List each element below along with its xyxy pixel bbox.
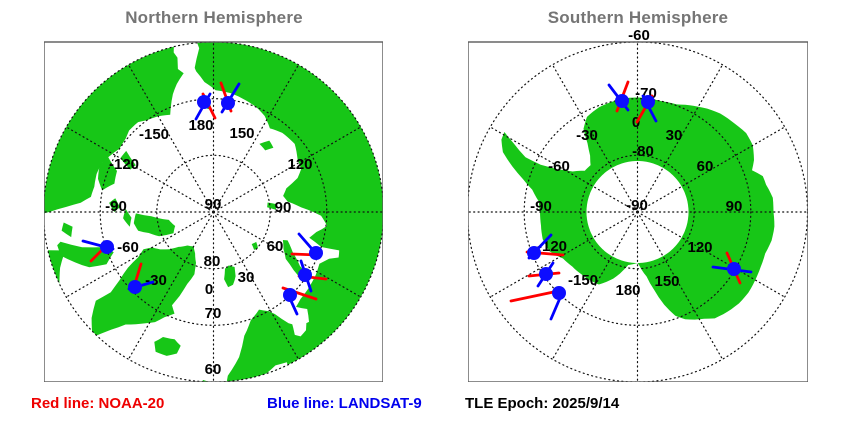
meridian-line — [489, 126, 639, 213]
longitude-label: -120 — [109, 156, 139, 173]
meridian-line — [636, 64, 724, 213]
latitude-label: 60 — [205, 361, 222, 378]
longitude-label: -90 — [105, 198, 127, 215]
landmass-layer — [501, 97, 775, 320]
latitude-label: -90 — [626, 197, 648, 214]
meridian-line — [127, 64, 215, 213]
track-layer — [81, 81, 328, 316]
longitude-label: 90 — [275, 199, 292, 216]
longitude-label: 30 — [238, 269, 255, 286]
meridian-line — [212, 211, 300, 360]
landmass — [251, 241, 258, 250]
longitude-label: 120 — [287, 156, 312, 173]
south-map-canvas: 0306090120150180-150-120-90-60-30-60-70-… — [468, 27, 808, 382]
longitude-label: 60 — [267, 238, 284, 255]
meridian-line — [65, 211, 215, 298]
satellite-position-dot — [197, 95, 211, 109]
landmass — [259, 140, 274, 151]
longitude-label: 180 — [615, 282, 640, 299]
longitude-label: -30 — [576, 127, 598, 144]
satellite-position-dot — [615, 94, 629, 108]
longitude-label: 30 — [666, 127, 683, 144]
landmass — [123, 208, 132, 227]
legend-landsat9: Blue line: LANDSAT-9 — [267, 395, 422, 412]
longitude-label: 120 — [687, 239, 712, 256]
satellite-position-dot — [309, 246, 323, 260]
satellite-position-dot — [221, 96, 235, 110]
latitude-ring — [99, 98, 328, 326]
meridian-line — [127, 211, 215, 360]
meridian-line — [212, 126, 362, 213]
latitude-label: -60 — [628, 27, 650, 44]
longitude-label: 60 — [697, 158, 714, 175]
satellite-position-dot — [727, 262, 741, 276]
longitude-label: -60 — [117, 239, 139, 256]
satellite-position-dot — [128, 280, 142, 294]
landmass — [501, 97, 775, 320]
latitude-label: 80 — [204, 253, 221, 270]
landmass — [282, 240, 307, 280]
longitude-label: -90 — [530, 198, 552, 215]
landmass — [133, 213, 176, 237]
meridian-line — [636, 211, 786, 298]
legend-noaa20: Red line: NOAA-20 — [31, 395, 165, 412]
satellite-position-dot — [527, 246, 541, 260]
latitude-label: 90 — [205, 196, 222, 213]
landmass — [57, 241, 114, 268]
south-hemisphere-title: Southern Hemisphere — [547, 8, 729, 27]
longitude-label: -30 — [145, 272, 167, 289]
tle-epoch-text: TLE Epoch: 2025/9/14 — [465, 395, 620, 412]
meridian-line — [551, 211, 639, 360]
track-layer — [509, 80, 753, 321]
landmass — [120, 150, 136, 170]
longitude-label: 150 — [229, 125, 254, 142]
longitude-label: -150 — [139, 126, 169, 143]
sea-area — [177, 42, 200, 81]
map-frame — [468, 41, 808, 382]
north-hemisphere-title: Northern Hemisphere — [125, 8, 303, 27]
landmass — [61, 222, 73, 238]
sea-area — [291, 314, 307, 337]
longitude-label: -60 — [548, 158, 570, 175]
longitude-label: -150 — [568, 272, 598, 289]
satellite-position-dot — [283, 288, 297, 302]
meridian-line — [212, 64, 300, 213]
meridian-line — [551, 64, 639, 213]
landmass — [44, 42, 186, 333]
meridian-line — [65, 126, 215, 213]
north-map-canvas: 180 150 120 90 60 30 0 -30 -60 -90 -120-150 90 80 70 6… — [44, 41, 383, 382]
satellite-position-dot — [552, 286, 566, 300]
longitude-label: 180 — [188, 117, 213, 134]
meridian-line — [636, 211, 724, 360]
satellite-position-dot — [641, 95, 655, 109]
longitude-label: 90 — [726, 198, 743, 215]
map-frame — [44, 41, 383, 382]
latitude-label: 70 — [205, 305, 222, 322]
meridian-line — [636, 126, 786, 213]
longitude-label: 150 — [654, 273, 679, 290]
latitude-label: -80 — [632, 143, 654, 160]
landmass — [109, 198, 121, 212]
satellite-position-dot — [298, 268, 312, 282]
longitude-label: 0 — [205, 281, 213, 298]
latitude-ring — [523, 98, 752, 326]
meridian-line — [212, 211, 362, 298]
grid-label-layer: 180 150 120 90 60 30 0 -30 -60 -90 -120-150 90 80 70 6… — [105, 117, 312, 378]
satellite-position-dot — [539, 267, 553, 281]
landmass — [91, 245, 196, 338]
landmass — [224, 265, 236, 288]
landmass — [154, 337, 181, 356]
satellite-position-dot — [100, 240, 114, 254]
